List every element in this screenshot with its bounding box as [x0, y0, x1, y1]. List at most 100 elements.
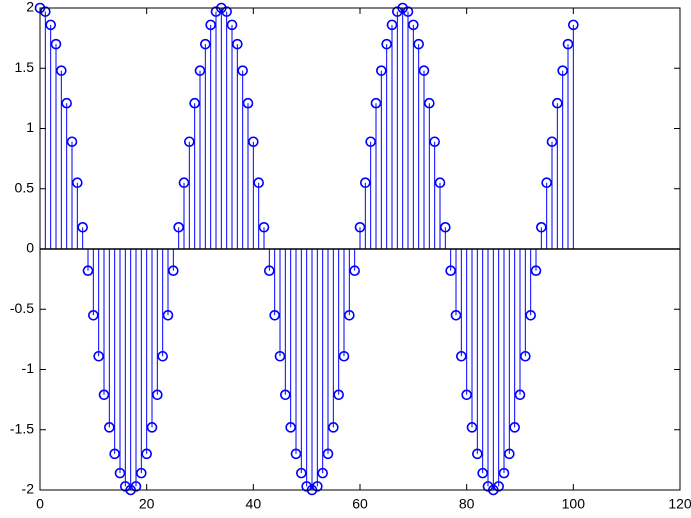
stem-marker	[40, 6, 51, 17]
stem-marker	[280, 389, 291, 401]
stem-marker	[285, 422, 296, 433]
stem	[130, 249, 142, 492]
stem	[184, 136, 195, 249]
stem-marker	[168, 265, 179, 276]
stem	[450, 249, 462, 321]
stem	[152, 249, 163, 401]
stem-marker	[360, 177, 371, 189]
stem	[98, 249, 110, 401]
stem-marker	[290, 448, 302, 460]
stem	[402, 6, 414, 249]
stem	[280, 249, 291, 401]
stem-marker	[349, 265, 360, 276]
stem	[45, 19, 56, 249]
stem-marker	[226, 19, 238, 31]
stem-marker	[109, 448, 120, 460]
stem-marker	[461, 389, 472, 401]
stem-marker	[456, 350, 467, 362]
x-tick-label: 100	[562, 496, 586, 512]
stem-marker	[162, 309, 174, 321]
stem	[365, 136, 376, 249]
stem	[440, 222, 451, 249]
stem	[354, 222, 366, 249]
stem	[189, 97, 200, 249]
stem-marker	[498, 467, 510, 479]
stem	[413, 38, 424, 249]
stem	[82, 249, 94, 276]
stem-marker	[338, 350, 350, 362]
stem-marker	[514, 389, 526, 401]
stem-marker	[253, 177, 264, 189]
stem	[514, 249, 526, 401]
stem	[114, 249, 126, 479]
stem-marker	[312, 481, 323, 492]
stem	[466, 249, 478, 433]
stem	[237, 65, 248, 249]
stem	[418, 65, 430, 249]
stem	[109, 249, 120, 460]
stem	[333, 249, 344, 401]
stem	[338, 249, 350, 362]
stem-marker	[525, 309, 536, 321]
stem-marker	[472, 448, 483, 460]
stem-marker	[333, 389, 344, 401]
stem-marker	[536, 222, 547, 233]
stem	[301, 249, 312, 492]
stem-marker	[392, 6, 403, 17]
stem	[429, 136, 440, 249]
stem	[232, 38, 243, 249]
stem	[386, 19, 398, 249]
stem-marker	[440, 222, 451, 233]
stem	[226, 19, 238, 249]
x-tick-label: 40	[246, 496, 262, 512]
stem-marker	[221, 6, 232, 17]
stem	[328, 249, 339, 433]
stem-marker	[130, 481, 142, 492]
stem	[253, 177, 264, 249]
stem-marker	[61, 97, 72, 109]
stem	[178, 177, 190, 249]
stem	[168, 249, 179, 276]
stem-marker	[381, 38, 392, 50]
stem-marker	[328, 422, 339, 433]
stem	[290, 249, 302, 460]
stem-marker	[248, 136, 259, 148]
stem	[461, 249, 472, 401]
stem	[557, 65, 568, 249]
stem	[520, 249, 531, 362]
stem-marker	[530, 265, 542, 276]
stem-marker	[365, 136, 376, 148]
stem	[221, 6, 232, 249]
stem	[456, 249, 467, 362]
stem-marker	[434, 177, 446, 189]
stem	[157, 249, 168, 362]
stem	[312, 249, 323, 492]
stem-marker	[546, 136, 558, 148]
stem	[242, 97, 254, 249]
stem	[136, 249, 147, 479]
stem	[40, 6, 51, 249]
stem	[370, 97, 382, 249]
stem	[104, 249, 115, 433]
stem-marker	[413, 38, 424, 50]
stem-marker	[520, 350, 531, 362]
stem	[248, 136, 259, 249]
stem	[317, 249, 328, 479]
stem-marker	[184, 136, 195, 148]
stem-marker	[344, 309, 355, 321]
stem	[360, 177, 371, 249]
stem	[120, 249, 131, 492]
stem	[552, 97, 563, 249]
stem	[269, 249, 280, 321]
stem	[498, 249, 510, 479]
y-tick-label: 1.5	[15, 59, 35, 75]
stem	[562, 38, 574, 249]
stem-marker	[482, 481, 494, 492]
stem-marker	[322, 448, 334, 460]
stem	[504, 249, 515, 460]
stem	[434, 177, 446, 249]
stem	[274, 249, 286, 362]
stem-marker	[258, 222, 270, 233]
stem	[210, 6, 222, 249]
